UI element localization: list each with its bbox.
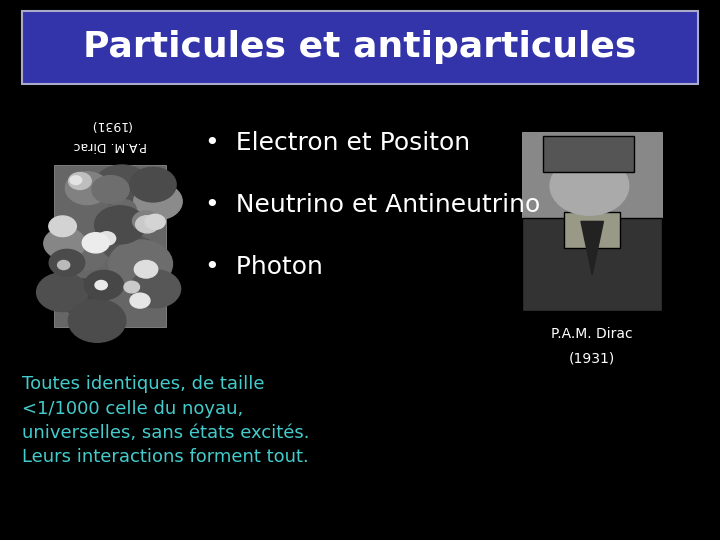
Circle shape xyxy=(84,271,124,300)
Circle shape xyxy=(109,240,173,288)
Text: •  Photon: • Photon xyxy=(205,255,323,279)
Circle shape xyxy=(68,299,126,342)
Circle shape xyxy=(98,232,116,245)
Circle shape xyxy=(58,279,106,315)
Polygon shape xyxy=(581,221,603,275)
Circle shape xyxy=(68,172,91,190)
Circle shape xyxy=(94,206,145,244)
Circle shape xyxy=(130,167,176,202)
Circle shape xyxy=(82,233,109,253)
Circle shape xyxy=(92,176,129,204)
Circle shape xyxy=(44,228,86,259)
Circle shape xyxy=(145,214,166,230)
Circle shape xyxy=(64,238,108,271)
Circle shape xyxy=(70,176,81,185)
Text: P.A.M. Dirac: P.A.M. Dirac xyxy=(73,139,147,152)
Text: •  Neutrino et Antineutrino: • Neutrino et Antineutrino xyxy=(205,193,541,217)
Circle shape xyxy=(66,172,109,205)
Text: Particules et antiparticules: Particules et antiparticules xyxy=(84,30,636,64)
Circle shape xyxy=(130,293,150,308)
Circle shape xyxy=(37,273,88,312)
Text: P.A.M. Dirac: P.A.M. Dirac xyxy=(552,327,633,341)
Circle shape xyxy=(58,260,70,269)
Text: (1931): (1931) xyxy=(89,118,130,131)
Circle shape xyxy=(49,249,85,276)
Circle shape xyxy=(49,216,76,237)
FancyBboxPatch shape xyxy=(54,165,166,327)
Circle shape xyxy=(124,281,140,293)
Circle shape xyxy=(132,211,160,232)
Circle shape xyxy=(135,215,158,233)
Circle shape xyxy=(111,200,136,219)
Circle shape xyxy=(550,156,629,215)
Circle shape xyxy=(94,165,150,206)
Circle shape xyxy=(130,270,181,308)
FancyBboxPatch shape xyxy=(564,212,621,248)
Circle shape xyxy=(122,238,156,264)
FancyBboxPatch shape xyxy=(22,11,698,84)
FancyBboxPatch shape xyxy=(522,218,662,310)
Circle shape xyxy=(79,181,102,198)
Circle shape xyxy=(134,183,182,220)
Circle shape xyxy=(135,260,158,278)
Circle shape xyxy=(95,280,107,289)
Text: •  Electron et Positon: • Electron et Positon xyxy=(205,131,470,155)
FancyBboxPatch shape xyxy=(522,132,662,310)
FancyBboxPatch shape xyxy=(543,136,634,172)
Text: (1931): (1931) xyxy=(569,351,616,365)
Text: Toutes identiques, de taille
<1/1000 celle du noyau,
universelles, sans états ex: Toutes identiques, de taille <1/1000 cel… xyxy=(22,375,309,466)
Circle shape xyxy=(101,227,144,260)
